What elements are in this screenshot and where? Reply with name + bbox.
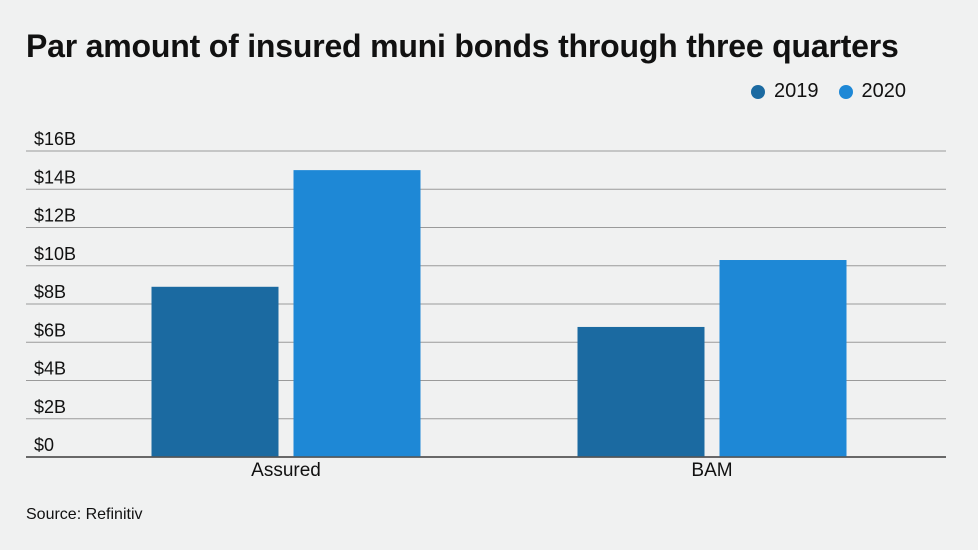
- legend-swatch-2020: [838, 84, 853, 99]
- chart-title: Par amount of insured muni bonds through…: [26, 28, 899, 64]
- y-tick-label: $2B: [34, 397, 66, 417]
- legend-item-2020: 2020: [838, 80, 907, 103]
- legend-label-2020: 2020: [861, 80, 907, 102]
- x-category-label: Assured: [251, 460, 321, 481]
- y-tick-label: $14B: [34, 167, 76, 187]
- bar-assured-2019: [151, 286, 279, 457]
- y-tick-label: $4B: [34, 359, 66, 379]
- y-tick-label: $12B: [34, 206, 76, 226]
- y-tick-label: $6B: [34, 320, 66, 340]
- bar-bam-2019: [577, 326, 705, 457]
- y-tick-label: $16B: [34, 129, 76, 149]
- source-note: Source: Refinitiv: [26, 506, 143, 523]
- legend-item-2019: 2019: [751, 80, 819, 103]
- y-tick-label: $10B: [34, 244, 76, 264]
- bar-bam-2020: [719, 260, 847, 457]
- chart-legend: 2019 2020: [731, 80, 906, 103]
- y-tick-label: $8B: [34, 282, 66, 302]
- x-category-label: BAM: [691, 460, 732, 481]
- legend-label-2019: 2019: [774, 80, 819, 102]
- bar-assured-2020: [293, 170, 421, 457]
- legend-swatch-2019: [751, 84, 765, 99]
- y-tick-label: $0: [34, 435, 54, 455]
